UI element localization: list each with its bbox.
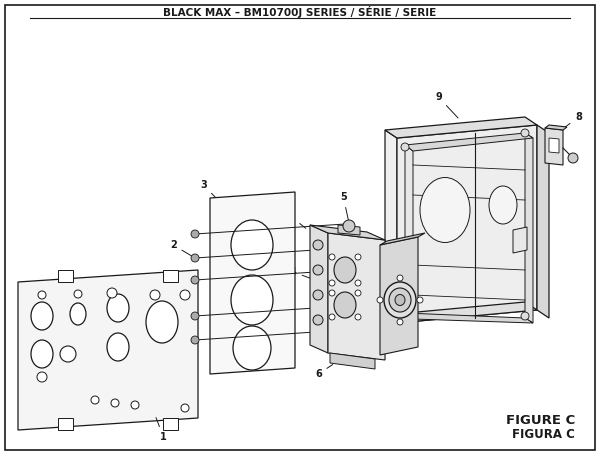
Circle shape bbox=[329, 290, 335, 296]
Polygon shape bbox=[310, 225, 328, 353]
Polygon shape bbox=[405, 313, 533, 323]
Circle shape bbox=[91, 396, 99, 404]
Circle shape bbox=[329, 254, 335, 260]
Circle shape bbox=[377, 297, 383, 303]
Circle shape bbox=[60, 346, 76, 362]
Polygon shape bbox=[380, 233, 425, 245]
Ellipse shape bbox=[389, 288, 411, 312]
Polygon shape bbox=[210, 192, 295, 374]
Ellipse shape bbox=[31, 302, 53, 330]
Text: BLACK MAX – BM10700J SERIES / SÉRIE / SERIE: BLACK MAX – BM10700J SERIES / SÉRIE / SE… bbox=[163, 6, 437, 18]
Polygon shape bbox=[163, 418, 178, 430]
Polygon shape bbox=[513, 227, 527, 253]
Text: 1: 1 bbox=[156, 418, 167, 442]
Polygon shape bbox=[58, 418, 73, 430]
Circle shape bbox=[37, 372, 47, 382]
Ellipse shape bbox=[31, 340, 53, 368]
Polygon shape bbox=[338, 225, 360, 235]
Circle shape bbox=[111, 399, 119, 407]
Circle shape bbox=[74, 290, 82, 298]
Circle shape bbox=[191, 336, 199, 344]
Circle shape bbox=[313, 265, 323, 275]
Text: 4: 4 bbox=[290, 267, 313, 279]
Ellipse shape bbox=[384, 282, 416, 318]
Ellipse shape bbox=[70, 303, 86, 325]
Polygon shape bbox=[58, 270, 73, 282]
Circle shape bbox=[521, 129, 529, 137]
Polygon shape bbox=[18, 270, 198, 430]
Circle shape bbox=[397, 275, 403, 281]
Polygon shape bbox=[397, 125, 537, 323]
Polygon shape bbox=[385, 130, 397, 323]
Circle shape bbox=[343, 220, 355, 232]
Circle shape bbox=[191, 312, 199, 320]
Text: 9: 9 bbox=[435, 92, 458, 118]
Circle shape bbox=[329, 280, 335, 286]
Text: FIGURE C: FIGURE C bbox=[506, 414, 575, 426]
Circle shape bbox=[417, 297, 423, 303]
Circle shape bbox=[191, 276, 199, 284]
Polygon shape bbox=[310, 225, 385, 240]
Polygon shape bbox=[405, 133, 533, 151]
Circle shape bbox=[401, 308, 409, 316]
Text: FIGURA C: FIGURA C bbox=[512, 429, 575, 441]
Circle shape bbox=[180, 290, 190, 300]
Ellipse shape bbox=[107, 333, 129, 361]
Polygon shape bbox=[405, 145, 413, 319]
FancyBboxPatch shape bbox=[5, 5, 595, 450]
Ellipse shape bbox=[334, 292, 356, 318]
Ellipse shape bbox=[146, 301, 178, 343]
Polygon shape bbox=[525, 133, 533, 323]
Circle shape bbox=[397, 319, 403, 325]
Polygon shape bbox=[549, 138, 559, 153]
Circle shape bbox=[521, 312, 529, 320]
Polygon shape bbox=[330, 353, 375, 369]
Circle shape bbox=[313, 290, 323, 300]
Text: 3: 3 bbox=[200, 180, 216, 198]
Circle shape bbox=[150, 290, 160, 300]
Text: 2: 2 bbox=[170, 240, 193, 257]
Text: 8: 8 bbox=[562, 112, 582, 129]
Text: 5: 5 bbox=[288, 212, 306, 228]
Polygon shape bbox=[385, 302, 537, 323]
Circle shape bbox=[329, 314, 335, 320]
Circle shape bbox=[131, 401, 139, 409]
Text: 5: 5 bbox=[340, 192, 349, 220]
Ellipse shape bbox=[489, 186, 517, 224]
Polygon shape bbox=[545, 128, 563, 165]
Polygon shape bbox=[537, 125, 549, 318]
Circle shape bbox=[191, 254, 199, 262]
Polygon shape bbox=[380, 237, 418, 355]
Ellipse shape bbox=[107, 294, 129, 322]
Circle shape bbox=[355, 314, 361, 320]
Ellipse shape bbox=[231, 220, 273, 270]
Ellipse shape bbox=[420, 177, 470, 243]
Polygon shape bbox=[385, 117, 537, 138]
Circle shape bbox=[355, 290, 361, 296]
Polygon shape bbox=[545, 125, 567, 130]
Circle shape bbox=[181, 404, 189, 412]
Circle shape bbox=[38, 291, 46, 299]
Circle shape bbox=[355, 280, 361, 286]
Ellipse shape bbox=[233, 326, 271, 370]
Ellipse shape bbox=[395, 294, 405, 305]
Ellipse shape bbox=[334, 257, 356, 283]
Text: 6: 6 bbox=[315, 364, 332, 379]
Circle shape bbox=[313, 315, 323, 325]
Circle shape bbox=[401, 143, 409, 151]
Circle shape bbox=[568, 153, 578, 163]
Circle shape bbox=[107, 288, 117, 298]
Circle shape bbox=[313, 240, 323, 250]
Text: 7: 7 bbox=[422, 285, 445, 296]
Polygon shape bbox=[328, 233, 385, 360]
Polygon shape bbox=[163, 270, 178, 282]
Circle shape bbox=[191, 230, 199, 238]
Circle shape bbox=[355, 254, 361, 260]
Ellipse shape bbox=[231, 275, 273, 325]
